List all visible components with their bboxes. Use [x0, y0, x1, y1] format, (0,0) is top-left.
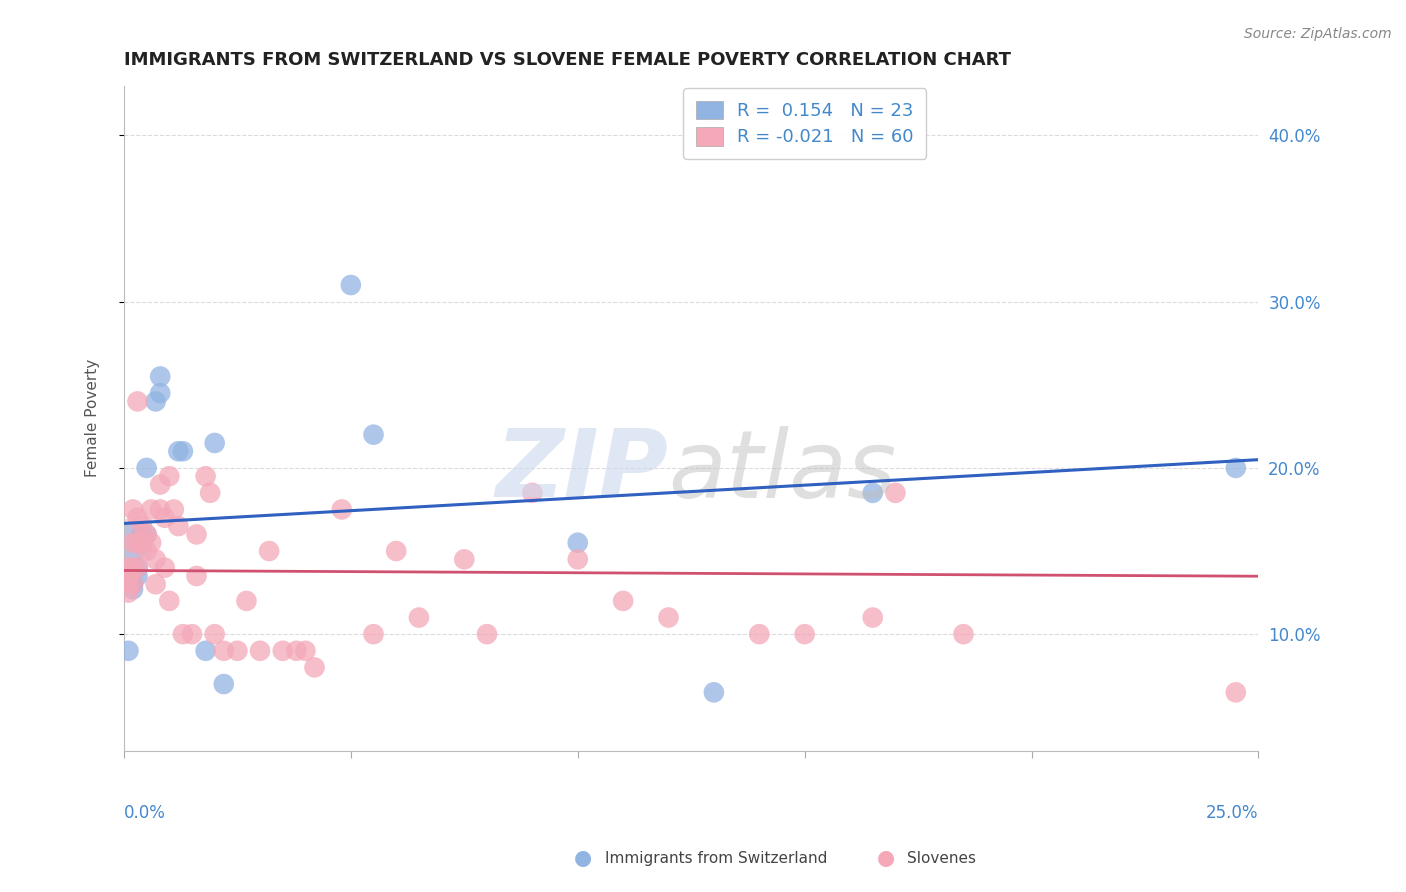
Text: ZIP: ZIP [496, 425, 668, 517]
Point [181, 627, 204, 641]
Point [122, 502, 145, 516]
Point [167, 519, 190, 533]
Point [122, 577, 145, 591]
Point [117, 569, 139, 583]
Point [131, 527, 153, 541]
Point [117, 535, 139, 549]
Text: ●: ● [575, 848, 592, 868]
Point [145, 394, 167, 409]
Point [257, 544, 280, 558]
Point [117, 585, 139, 599]
Point [139, 535, 162, 549]
Point [271, 644, 294, 658]
Point [172, 627, 194, 641]
Text: Slovenes: Slovenes [907, 851, 976, 865]
Point [131, 535, 153, 549]
Point [567, 535, 589, 549]
Point [131, 519, 153, 533]
Point [122, 577, 145, 591]
Point [153, 510, 176, 524]
Point [127, 560, 149, 574]
Point [363, 627, 385, 641]
Point [186, 569, 208, 583]
Point [884, 486, 907, 500]
Point [862, 610, 884, 624]
Point [1225, 461, 1247, 475]
Point [522, 486, 544, 500]
Point [117, 577, 139, 591]
Point [186, 527, 208, 541]
Point [135, 544, 157, 558]
Y-axis label: Female Poverty: Female Poverty [86, 359, 100, 477]
Point [145, 552, 167, 566]
Point [703, 685, 725, 699]
Point [657, 610, 679, 624]
Point [127, 535, 149, 549]
Text: 0.0%: 0.0% [124, 804, 166, 822]
Point [117, 644, 139, 658]
Text: 25.0%: 25.0% [1206, 804, 1258, 822]
Point [235, 594, 257, 608]
Point [157, 594, 180, 608]
Point [127, 569, 149, 583]
Point [153, 560, 176, 574]
Point [408, 610, 430, 624]
Point [212, 644, 235, 658]
Point [862, 486, 884, 500]
Point [194, 469, 217, 483]
Point [172, 444, 194, 458]
Point [748, 627, 770, 641]
Point [149, 369, 172, 384]
Point [122, 582, 145, 597]
Point [135, 461, 157, 475]
Point [475, 627, 498, 641]
Point [294, 644, 316, 658]
Point [127, 510, 149, 524]
Point [127, 394, 149, 409]
Point [163, 502, 186, 516]
Point [363, 427, 385, 442]
Text: atlas: atlas [668, 425, 897, 516]
Point [226, 644, 249, 658]
Point [204, 436, 226, 450]
Point [340, 278, 363, 293]
Point [453, 552, 475, 566]
Point [139, 502, 162, 516]
Point [149, 502, 172, 516]
Point [135, 527, 157, 541]
Point [122, 560, 145, 574]
Point [135, 527, 157, 541]
Point [304, 660, 326, 674]
Point [117, 535, 139, 549]
Point [198, 486, 221, 500]
Point [385, 544, 408, 558]
Text: Source: ZipAtlas.com: Source: ZipAtlas.com [1244, 27, 1392, 41]
Text: ●: ● [877, 848, 894, 868]
Point [952, 627, 974, 641]
Legend: R =  0.154   N = 23, R = -0.021   N = 60: R = 0.154 N = 23, R = -0.021 N = 60 [683, 88, 927, 159]
Point [127, 560, 149, 574]
Point [131, 535, 153, 549]
Point [167, 444, 190, 458]
Point [212, 677, 235, 691]
Point [194, 644, 217, 658]
Point [249, 644, 271, 658]
Point [149, 477, 172, 491]
Point [149, 386, 172, 401]
Point [157, 469, 180, 483]
Point [330, 502, 353, 516]
Point [122, 535, 145, 549]
Point [793, 627, 815, 641]
Text: Immigrants from Switzerland: Immigrants from Switzerland [605, 851, 827, 865]
Text: IMMIGRANTS FROM SWITZERLAND VS SLOVENE FEMALE POVERTY CORRELATION CHART: IMMIGRANTS FROM SWITZERLAND VS SLOVENE F… [124, 51, 1011, 69]
Point [204, 627, 226, 641]
Point [612, 594, 634, 608]
Point [567, 552, 589, 566]
Point [1225, 685, 1247, 699]
Point [117, 560, 139, 574]
Point [145, 577, 167, 591]
Point [285, 644, 308, 658]
